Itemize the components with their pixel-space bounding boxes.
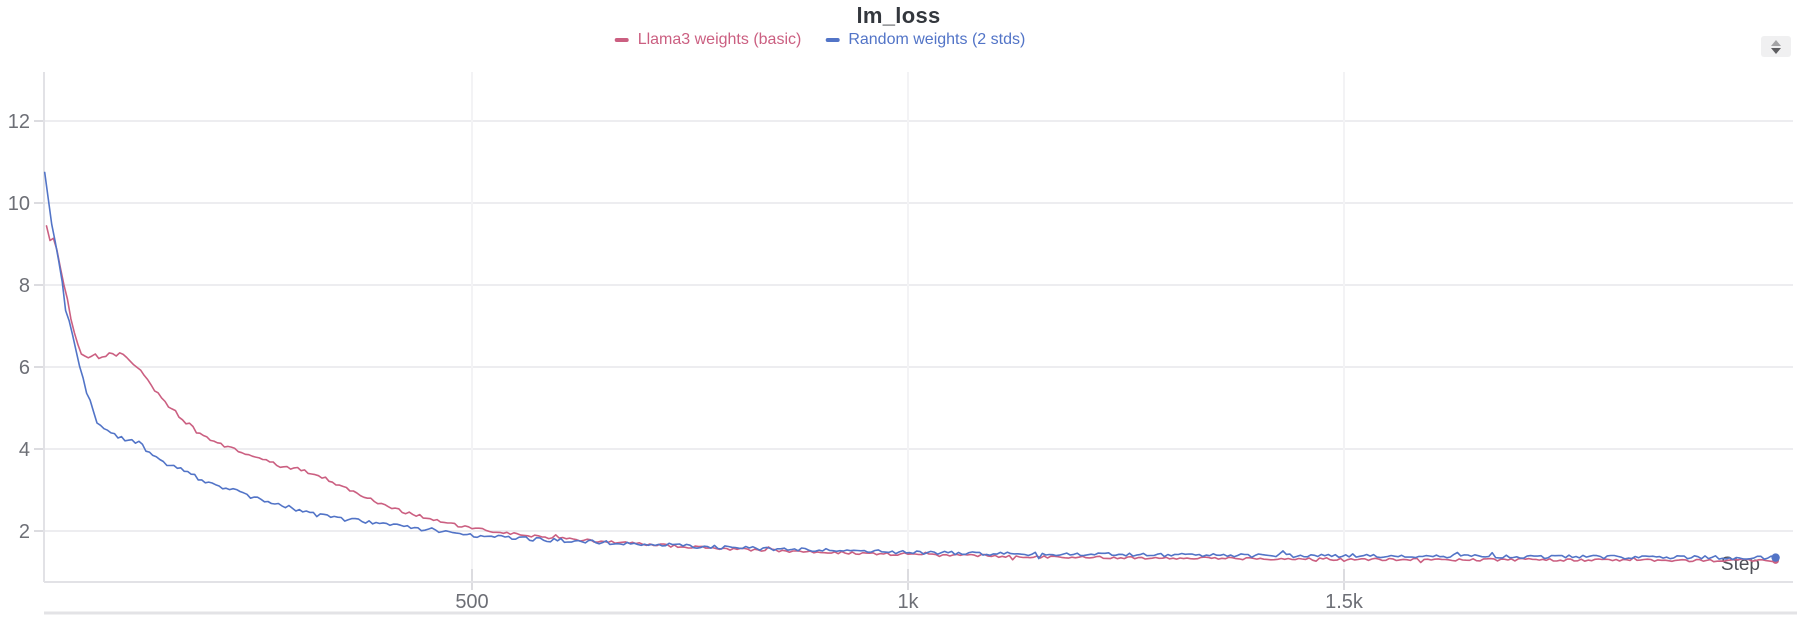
y-tick-label: 8	[19, 275, 30, 297]
series-line-random-weights	[43, 171, 1776, 561]
y-tick-label: 6	[19, 357, 30, 379]
series-endpoint-dot	[1771, 553, 1780, 562]
sort-up-icon	[1771, 39, 1781, 46]
chart-legend: Llama3 weights (basic) Random weights (2…	[614, 31, 1025, 49]
legend-swatch-icon	[825, 38, 840, 42]
legend-label: Random weights (2 stds)	[848, 31, 1026, 48]
y-tick-label: 12	[8, 111, 30, 133]
x-tick-label: 500	[455, 591, 488, 613]
chart-title: lm_loss	[856, 3, 941, 28]
legend-label: Llama3 weights (basic)	[637, 31, 802, 48]
legend-item-llama3-weights[interactable]: Llama3 weights (basic)	[614, 31, 802, 49]
sort-down-icon	[1771, 47, 1781, 54]
series-line-llama3-weights	[45, 225, 1774, 564]
x-tick-label: 1k	[897, 591, 919, 613]
y-tick-label: 2	[19, 521, 30, 543]
x-tick-label: 1.5k	[1325, 591, 1364, 613]
panel-resize-stepper-button[interactable]	[1761, 36, 1791, 57]
legend-item-random-weights[interactable]: Random weights (2 stds)	[825, 31, 1025, 49]
legend-swatch-icon	[614, 38, 629, 42]
y-tick-label: 10	[8, 193, 30, 215]
y-tick-label: 4	[19, 439, 30, 461]
